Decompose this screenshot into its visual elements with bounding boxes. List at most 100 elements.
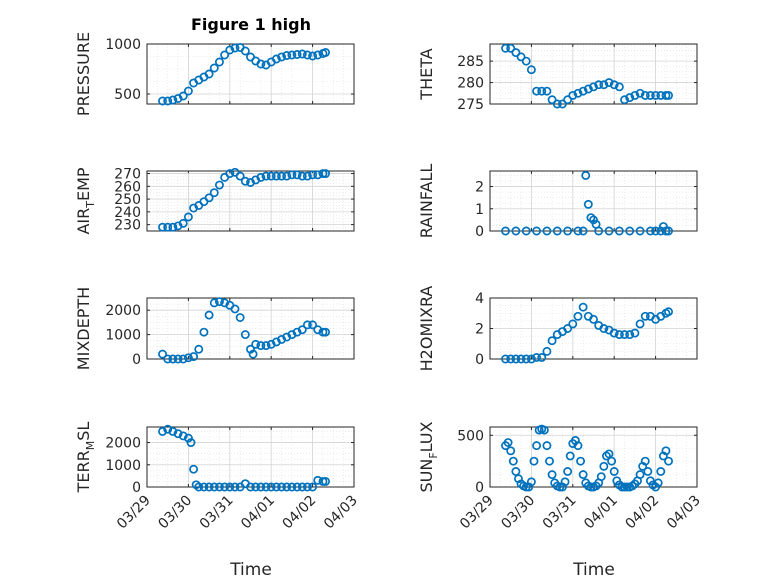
data-point bbox=[261, 171, 271, 181]
data-point bbox=[516, 52, 526, 62]
data-point bbox=[578, 470, 588, 480]
data-point bbox=[199, 327, 209, 337]
data-point bbox=[506, 43, 516, 53]
data-point bbox=[158, 222, 167, 232]
data-point bbox=[599, 80, 609, 90]
data-point bbox=[256, 172, 266, 182]
data-point bbox=[189, 464, 199, 474]
x-tick-label: 03/29 bbox=[114, 493, 154, 533]
x-tick-label: 04/03 bbox=[664, 493, 704, 533]
data-point bbox=[547, 470, 557, 480]
data-point bbox=[240, 176, 250, 186]
data-point bbox=[635, 88, 645, 98]
x-tick-label: 03/31 bbox=[540, 493, 580, 533]
data-point bbox=[589, 82, 598, 92]
x-tick-label: 03/30 bbox=[498, 493, 538, 533]
data-point bbox=[271, 54, 281, 64]
data-point bbox=[635, 319, 645, 329]
data-point bbox=[230, 304, 240, 314]
data-point bbox=[609, 328, 619, 338]
data-point bbox=[503, 438, 513, 447]
data-point bbox=[271, 482, 281, 492]
data-point bbox=[589, 215, 598, 225]
data-point bbox=[604, 226, 614, 236]
data-point bbox=[225, 482, 235, 492]
data-point bbox=[501, 354, 510, 364]
data-point bbox=[614, 330, 624, 340]
data-point bbox=[552, 99, 562, 109]
axes-border bbox=[146, 297, 355, 360]
data-point bbox=[251, 482, 261, 492]
data-point bbox=[308, 482, 318, 492]
y-axis-label: AIRTEMP bbox=[74, 167, 97, 234]
data-point bbox=[594, 226, 604, 236]
data-point bbox=[545, 456, 554, 466]
data-point bbox=[635, 470, 645, 480]
data-point bbox=[277, 482, 286, 492]
data-point bbox=[532, 86, 542, 96]
data-point bbox=[158, 426, 167, 436]
data-point bbox=[532, 441, 542, 451]
data-point bbox=[225, 45, 235, 55]
data-point bbox=[563, 324, 573, 333]
x-tick-label: 04/02 bbox=[623, 493, 663, 533]
subplot-sun-flux: 0 500 SUNFLUX 03/29 03/30 03/31 04/01 04/02 04/0… bbox=[417, 421, 704, 532]
data-point bbox=[297, 171, 307, 181]
axes-border bbox=[489, 170, 698, 232]
data-point bbox=[568, 319, 578, 329]
data-point bbox=[630, 90, 640, 100]
data-point bbox=[630, 328, 640, 338]
data-point bbox=[287, 170, 297, 180]
data-point bbox=[501, 43, 510, 53]
data-point bbox=[563, 467, 573, 476]
data-point bbox=[563, 95, 573, 105]
data-point bbox=[220, 482, 230, 492]
y-tick-label: 285 bbox=[457, 54, 484, 70]
data-point bbox=[521, 226, 531, 236]
x-tick-label: 04/02 bbox=[280, 493, 320, 533]
data-point bbox=[183, 353, 193, 363]
axes-border bbox=[489, 426, 698, 488]
data-point bbox=[230, 43, 240, 53]
y-tick-label: 2000 bbox=[105, 303, 141, 319]
data-point bbox=[658, 222, 668, 232]
data-point bbox=[573, 311, 583, 321]
data-point bbox=[297, 49, 307, 59]
data-point bbox=[277, 52, 286, 62]
data-point bbox=[204, 193, 214, 203]
data-point bbox=[529, 456, 539, 466]
data-point bbox=[521, 56, 531, 66]
data-point bbox=[511, 467, 521, 476]
data-point bbox=[248, 349, 258, 359]
y-tick-label: 1000 bbox=[105, 328, 141, 344]
data-point bbox=[204, 482, 214, 492]
y-tick-label: 0 bbox=[132, 352, 141, 368]
data-point bbox=[246, 482, 255, 492]
data-point bbox=[537, 86, 547, 96]
data-point bbox=[297, 482, 307, 492]
data-point bbox=[542, 441, 552, 451]
data-point bbox=[240, 46, 250, 56]
data-point bbox=[266, 171, 276, 181]
data-point bbox=[625, 226, 635, 236]
data-point bbox=[240, 330, 250, 340]
data-point bbox=[183, 86, 193, 96]
data-point bbox=[573, 88, 583, 98]
y-tick-label: 0 bbox=[475, 352, 484, 368]
data-point bbox=[178, 91, 188, 101]
data-point bbox=[645, 226, 655, 236]
data-point bbox=[640, 311, 650, 321]
data-point bbox=[573, 441, 583, 451]
data-point bbox=[287, 482, 297, 492]
data-point bbox=[653, 478, 663, 488]
data-point bbox=[194, 344, 204, 354]
y-tick-label: 240 bbox=[114, 205, 141, 221]
data-point bbox=[163, 96, 173, 106]
data-point bbox=[183, 433, 193, 443]
data-point bbox=[194, 482, 204, 492]
y-tick-label: 0 bbox=[475, 224, 484, 240]
data-point bbox=[277, 171, 286, 181]
data-point bbox=[578, 302, 588, 312]
data-point bbox=[189, 352, 199, 362]
data-point bbox=[292, 170, 302, 180]
